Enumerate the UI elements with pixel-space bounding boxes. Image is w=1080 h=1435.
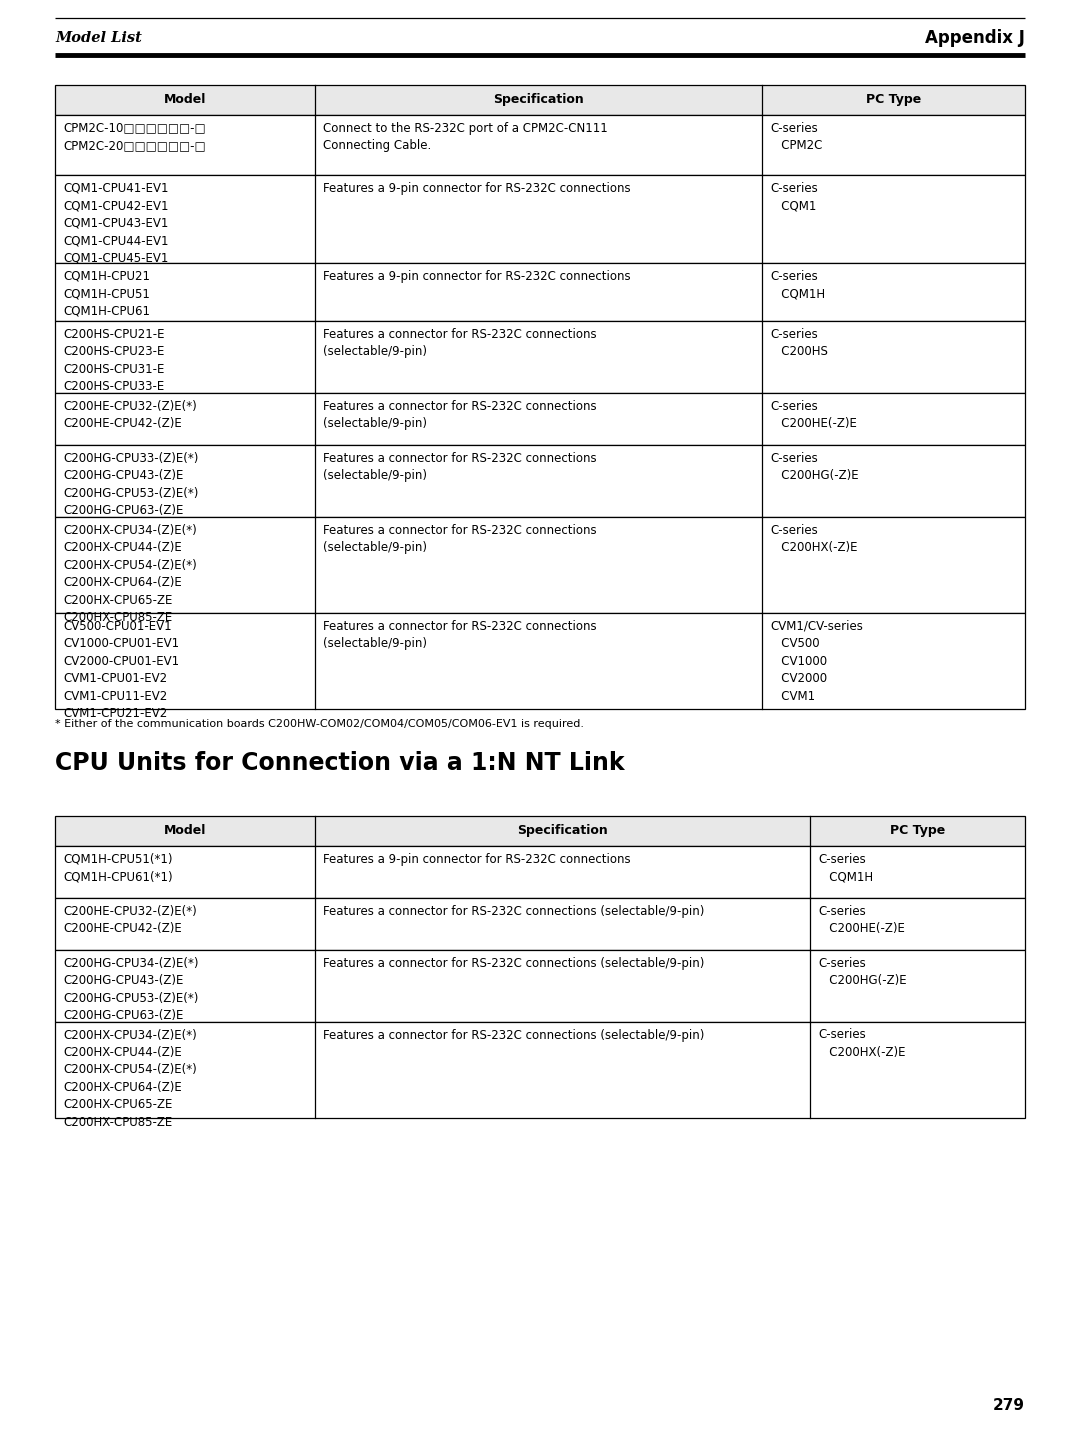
Text: C-series: C-series — [770, 327, 818, 340]
Bar — [55, 263, 1025, 320]
Text: Appendix J: Appendix J — [926, 29, 1025, 47]
Text: C200HE(-Z)E: C200HE(-Z)E — [818, 923, 905, 936]
Text: C-series: C-series — [770, 181, 818, 195]
Text: C200HX-CPU34-(Z)E(*)
C200HX-CPU44-(Z)E
C200HX-CPU54-(Z)E(*)
C200HX-CPU64-(Z)E
C2: C200HX-CPU34-(Z)E(*) C200HX-CPU44-(Z)E C… — [63, 524, 197, 624]
Bar — [55, 393, 1025, 445]
Text: Specification: Specification — [517, 824, 608, 837]
Text: C200HG-CPU34-(Z)E(*)
C200HG-CPU43-(Z)E
C200HG-CPU53-(Z)E(*)
C200HG-CPU63-(Z)E: C200HG-CPU34-(Z)E(*) C200HG-CPU43-(Z)E C… — [63, 957, 199, 1022]
Text: CV500
   CV1000
   CV2000
   CVM1: CV500 CV1000 CV2000 CVM1 — [770, 637, 827, 703]
Text: CPM2C: CPM2C — [770, 139, 822, 152]
Text: PC Type: PC Type — [866, 93, 921, 106]
Text: Features a 9-pin connector for RS-232C connections: Features a 9-pin connector for RS-232C c… — [323, 181, 631, 195]
Text: C-series: C-series — [770, 270, 818, 283]
Text: CQM1H: CQM1H — [770, 287, 825, 300]
Text: Features a connector for RS-232C connections
(selectable/9-pin): Features a connector for RS-232C connect… — [323, 327, 596, 357]
Text: Features a connector for RS-232C connections
(selectable/9-pin): Features a connector for RS-232C connect… — [323, 524, 596, 554]
Text: C-series: C-series — [818, 852, 866, 865]
Text: Model List: Model List — [55, 32, 141, 44]
Text: Features a 9-pin connector for RS-232C connections: Features a 9-pin connector for RS-232C c… — [323, 852, 631, 865]
Text: Connect to the RS-232C port of a CPM2C-CN111
Connecting Cable.: Connect to the RS-232C port of a CPM2C-C… — [323, 122, 608, 152]
Bar — [55, 517, 1025, 613]
Text: CVM1/CV-series: CVM1/CV-series — [770, 620, 863, 633]
Text: CQM1-CPU41-EV1
CQM1-CPU42-EV1
CQM1-CPU43-EV1
CQM1-CPU44-EV1
CQM1-CPU45-EV1: CQM1-CPU41-EV1 CQM1-CPU42-EV1 CQM1-CPU43… — [63, 181, 168, 264]
Text: C200HS-CPU21-E
C200HS-CPU23-E
C200HS-CPU31-E
C200HS-CPU33-E: C200HS-CPU21-E C200HS-CPU23-E C200HS-CPU… — [63, 327, 164, 393]
Bar — [55, 115, 1025, 175]
Text: Features a connector for RS-232C connections (selectable/9-pin): Features a connector for RS-232C connect… — [323, 1029, 704, 1042]
Text: CPU Units for Connection via a 1:N NT Link: CPU Units for Connection via a 1:N NT Li… — [55, 751, 624, 775]
Text: Model: Model — [164, 93, 206, 106]
Text: Features a connector for RS-232C connections
(selectable/9-pin): Features a connector for RS-232C connect… — [323, 620, 596, 650]
Text: C-series: C-series — [770, 452, 818, 465]
Bar — [55, 445, 1025, 517]
Bar — [55, 897, 1025, 950]
Bar — [55, 320, 1025, 393]
Text: CQM1H-CPU21
CQM1H-CPU51
CQM1H-CPU61: CQM1H-CPU21 CQM1H-CPU51 CQM1H-CPU61 — [63, 270, 150, 317]
Text: C200HX-CPU34-(Z)E(*)
C200HX-CPU44-(Z)E
C200HX-CPU54-(Z)E(*)
C200HX-CPU64-(Z)E
C2: C200HX-CPU34-(Z)E(*) C200HX-CPU44-(Z)E C… — [63, 1029, 197, 1129]
Text: Features a 9-pin connector for RS-232C connections: Features a 9-pin connector for RS-232C c… — [323, 270, 631, 283]
Text: C200HE-CPU32-(Z)E(*)
C200HE-CPU42-(Z)E: C200HE-CPU32-(Z)E(*) C200HE-CPU42-(Z)E — [63, 399, 197, 430]
Text: CQM1H-CPU51(*1)
CQM1H-CPU61(*1): CQM1H-CPU51(*1) CQM1H-CPU61(*1) — [63, 852, 173, 883]
Text: C-series: C-series — [770, 122, 818, 135]
Text: 279: 279 — [993, 1398, 1025, 1413]
Text: Features a connector for RS-232C connections
(selectable/9-pin): Features a connector for RS-232C connect… — [323, 452, 596, 482]
Text: Features a connector for RS-232C connections (selectable/9-pin): Features a connector for RS-232C connect… — [323, 904, 704, 917]
Text: C200HX(-Z)E: C200HX(-Z)E — [770, 541, 858, 554]
Text: C200HG(-Z)E: C200HG(-Z)E — [818, 974, 906, 987]
Text: PC Type: PC Type — [890, 824, 945, 837]
Text: C200HE-CPU32-(Z)E(*)
C200HE-CPU42-(Z)E: C200HE-CPU32-(Z)E(*) C200HE-CPU42-(Z)E — [63, 904, 197, 936]
Text: Features a connector for RS-232C connections
(selectable/9-pin): Features a connector for RS-232C connect… — [323, 399, 596, 430]
Bar — [55, 613, 1025, 709]
Text: C-series: C-series — [770, 524, 818, 537]
Text: Features a connector for RS-232C connections (selectable/9-pin): Features a connector for RS-232C connect… — [323, 957, 704, 970]
Bar — [55, 1022, 1025, 1118]
Text: CQM1H: CQM1H — [818, 871, 873, 884]
Text: C200HX(-Z)E: C200HX(-Z)E — [818, 1046, 905, 1059]
Text: C200HS: C200HS — [770, 346, 828, 359]
Text: C200HG(-Z)E: C200HG(-Z)E — [770, 469, 859, 482]
Text: C-series: C-series — [818, 957, 866, 970]
Text: CPM2C-10□□□□□□-□
CPM2C-20□□□□□□-□: CPM2C-10□□□□□□-□ CPM2C-20□□□□□□-□ — [63, 122, 205, 152]
Text: C200HG-CPU33-(Z)E(*)
C200HG-CPU43-(Z)E
C200HG-CPU53-(Z)E(*)
C200HG-CPU63-(Z)E: C200HG-CPU33-(Z)E(*) C200HG-CPU43-(Z)E C… — [63, 452, 199, 517]
Bar — [55, 815, 1025, 845]
Text: Specification: Specification — [494, 93, 584, 106]
Text: Model: Model — [164, 824, 206, 837]
Bar — [55, 85, 1025, 115]
Text: * Either of the communication boards C200HW-COM02/COM04/COM05/COM06-EV1 is requi: * Either of the communication boards C20… — [55, 719, 584, 729]
Text: CQM1: CQM1 — [770, 199, 816, 212]
Text: CV500-CPU01-EV1
CV1000-CPU01-EV1
CV2000-CPU01-EV1
CVM1-CPU01-EV2
CVM1-CPU11-EV2
: CV500-CPU01-EV1 CV1000-CPU01-EV1 CV2000-… — [63, 620, 179, 720]
Bar — [55, 175, 1025, 263]
Bar — [55, 845, 1025, 897]
Bar — [55, 950, 1025, 1022]
Text: C-series: C-series — [818, 904, 866, 917]
Text: C-series: C-series — [818, 1029, 866, 1042]
Text: C-series: C-series — [770, 399, 818, 412]
Text: C200HE(-Z)E: C200HE(-Z)E — [770, 418, 856, 430]
